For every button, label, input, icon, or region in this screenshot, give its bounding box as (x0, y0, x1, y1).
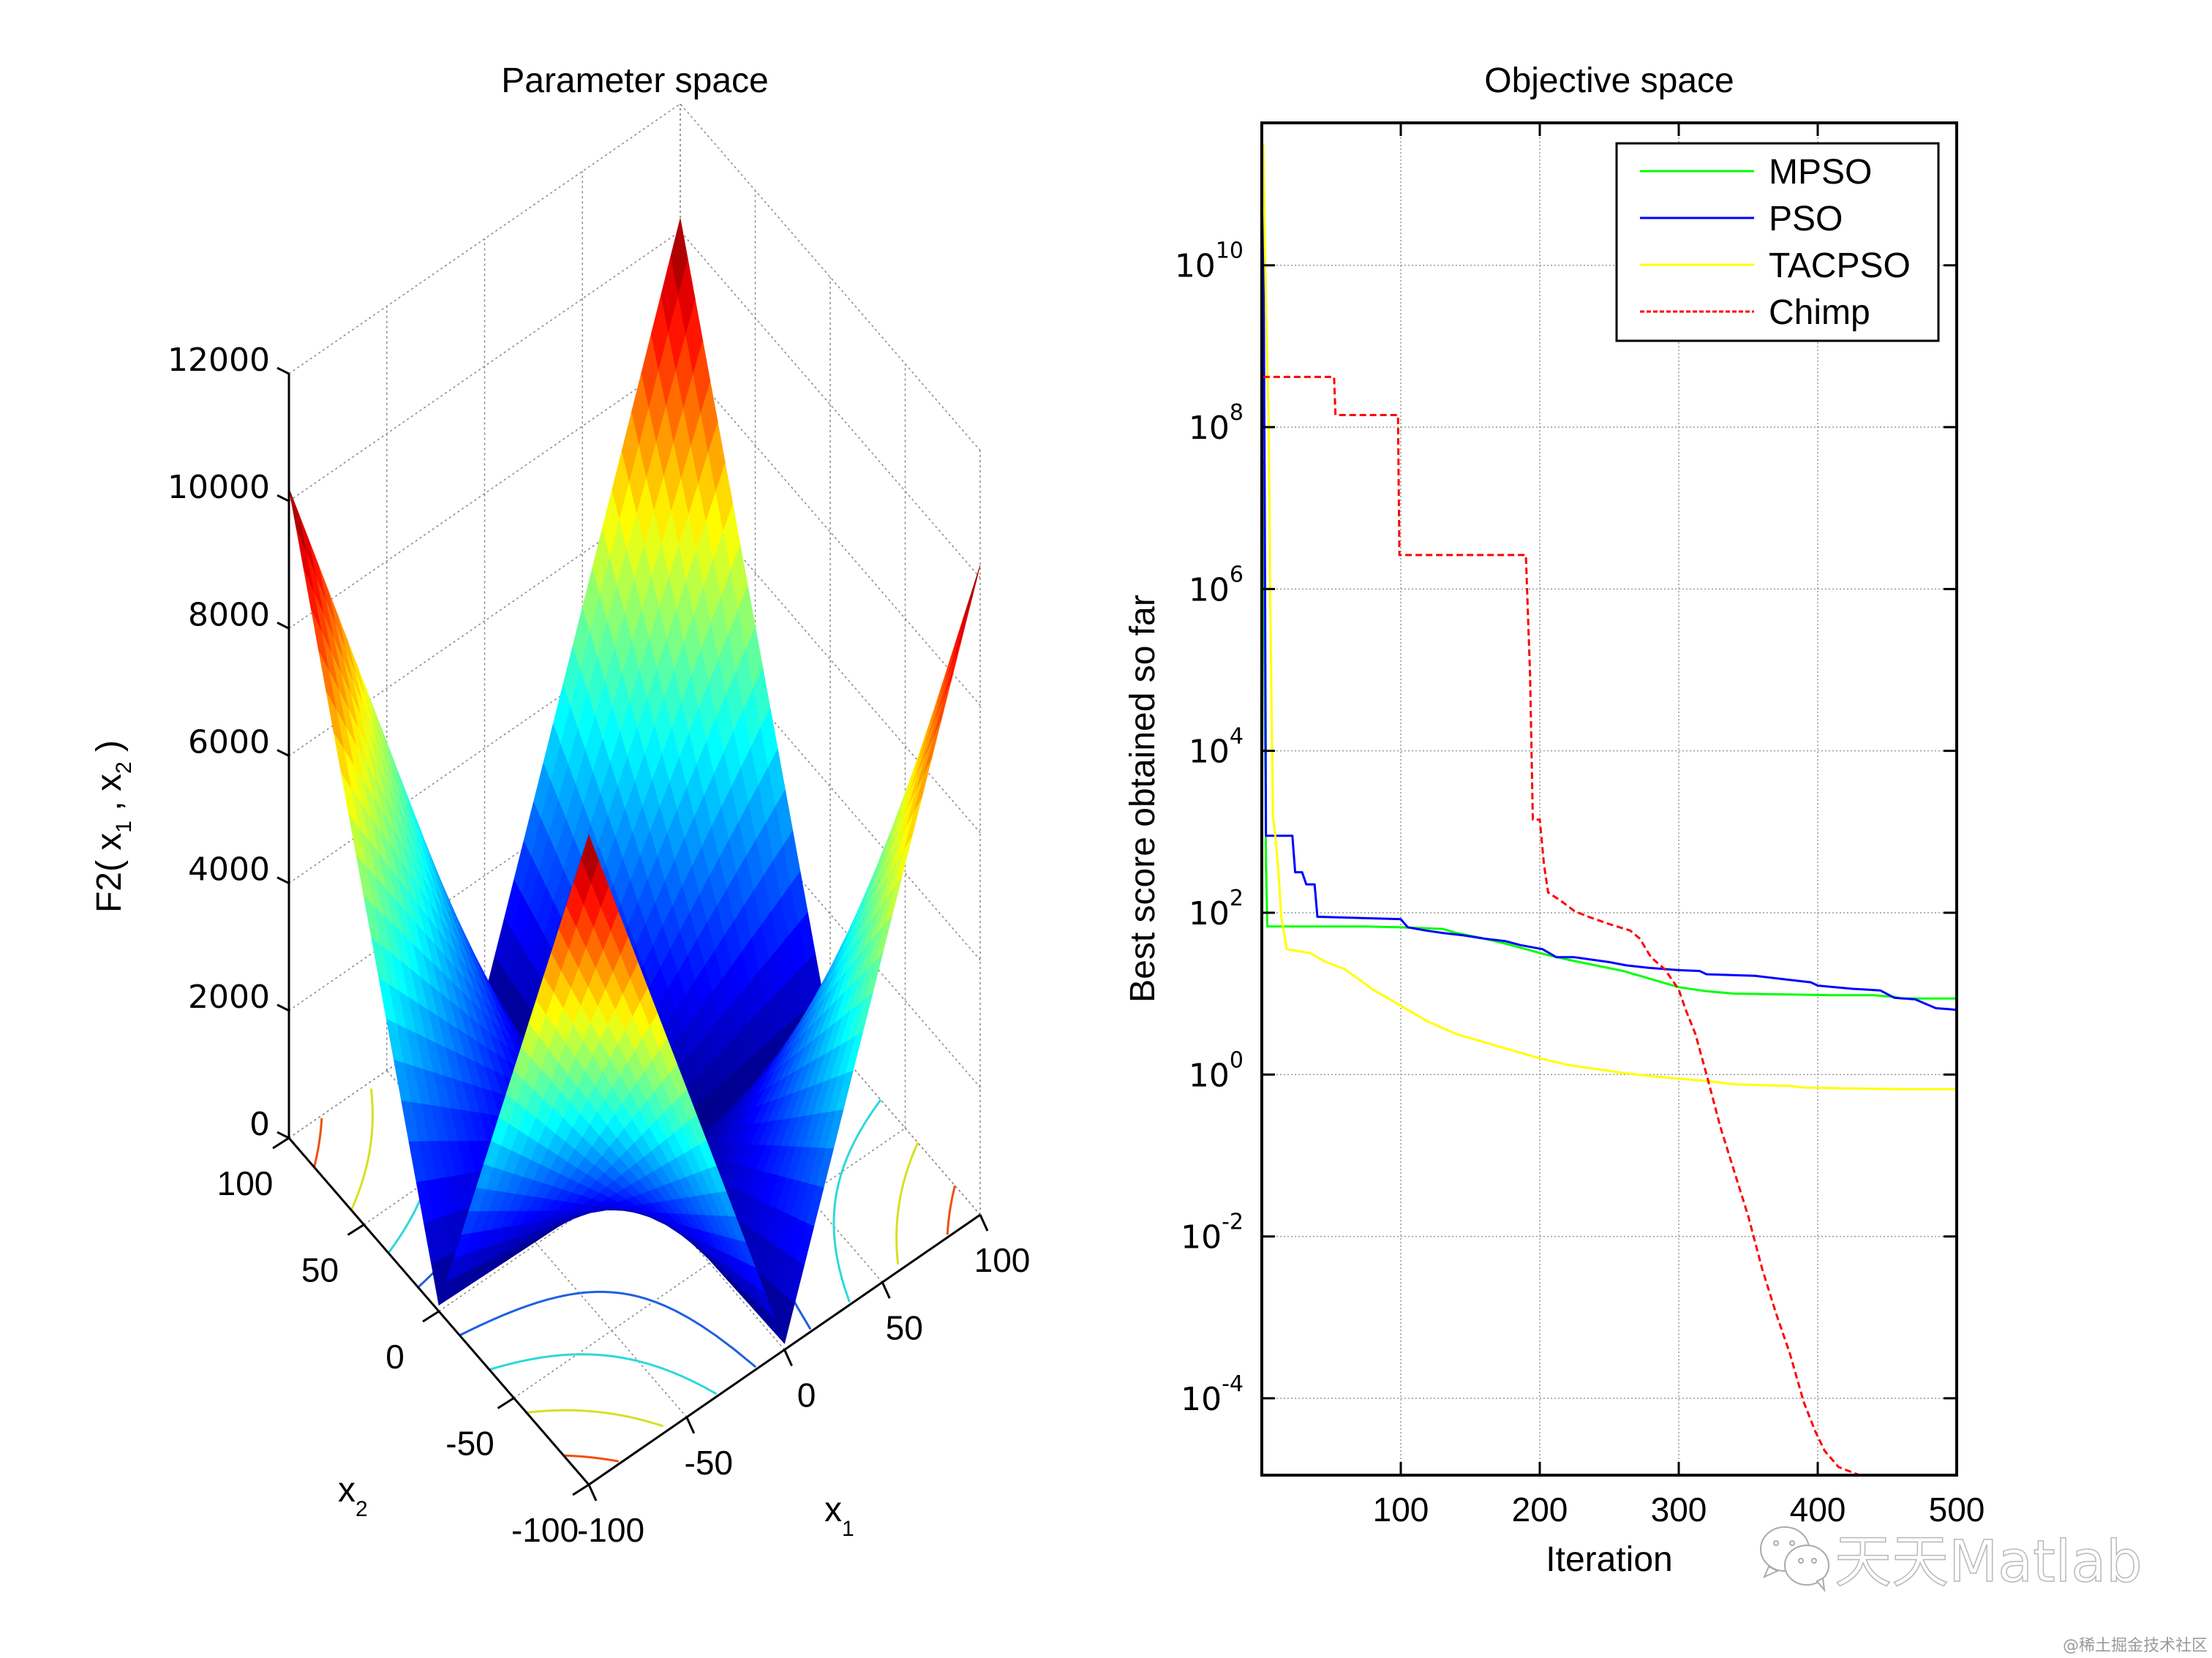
contour-line (946, 1185, 956, 1235)
x-tick-label: 500 (1929, 1491, 1985, 1529)
x1-tick (783, 1349, 793, 1367)
surface-mesh (288, 218, 981, 1344)
plot-frame (1260, 121, 1958, 1477)
x-tick-label: 300 (1651, 1491, 1707, 1529)
z-tick (276, 621, 290, 630)
x1-tick (685, 1417, 696, 1434)
x2-tick (497, 1397, 515, 1409)
z-tick (276, 494, 290, 502)
watermark: 天天Matlab @稀土掘金技术社区 (1760, 1526, 2208, 1655)
contour-line (526, 1409, 664, 1428)
x2-tick-label: 0 (385, 1338, 405, 1376)
z-tick-label: 6000 (188, 724, 270, 761)
y-tick-label: 108 (1189, 400, 1244, 447)
contour-line (895, 1142, 919, 1265)
surface-patch (936, 663, 954, 720)
x2-tick-labels: -100 -50 0 50 100 (217, 1164, 579, 1549)
x-tick-label: 400 (1790, 1491, 1846, 1529)
x2-axis-label: x2 (338, 1471, 368, 1521)
x-tick-label: 100 (1373, 1491, 1429, 1529)
x1-tick-label: 0 (797, 1376, 816, 1414)
legend-label-mpso: MPSO (1769, 153, 1872, 192)
z-tick (276, 1131, 290, 1139)
z-tick (276, 876, 290, 885)
surface-patch (963, 565, 981, 627)
x2-tick (422, 1310, 440, 1323)
z-tick-label: 12000 (168, 342, 270, 379)
legend: MPSO PSO TACPSO Chimp (1615, 142, 1940, 342)
x1-tick-label: -100 (577, 1511, 644, 1549)
x1-tick-labels: -100 -50 0 50 100 (577, 1241, 1030, 1549)
x2-tick-label: 50 (301, 1251, 339, 1289)
wechat-icon (1760, 1526, 1829, 1593)
x1-tick-label: -50 (685, 1444, 733, 1482)
x1-tick (587, 1484, 598, 1501)
y-tick-label: 100 (1189, 1047, 1244, 1094)
x-tick-labels: 100 200 300 400 500 (1373, 1491, 1985, 1529)
x2-tick-label: 100 (217, 1164, 274, 1202)
surface-patch (952, 603, 971, 664)
x1-axis-label: x1 (824, 1491, 854, 1541)
x2-tick-label: -50 (445, 1425, 494, 1463)
y-tick-labels: 1010 108 106 104 102 100 10-2 10-4 (1175, 238, 1244, 1418)
y-tick-label: 1010 (1175, 238, 1244, 285)
convergence-plot: Objective space 101010810610410210010-21… (1124, 61, 1985, 1579)
surface-patch (581, 834, 599, 883)
x1-tick-label: 50 (886, 1308, 923, 1346)
z-axis-label: F2( x1 , x2 ) (90, 740, 136, 913)
convergence-ticks (1262, 123, 1958, 1475)
contour-line (832, 1099, 882, 1303)
series-line-tacpso (1262, 143, 1957, 1090)
watermark-text: 天天Matlab (1835, 1529, 2143, 1595)
contour-line (563, 1454, 620, 1463)
x2-tick (572, 1483, 590, 1496)
y-tick-label: 106 (1189, 562, 1244, 608)
x2-tick-label: -100 (511, 1511, 579, 1549)
x1-tick (979, 1214, 989, 1232)
surface-patch (945, 625, 963, 684)
z-tick-label: 0 (249, 1106, 270, 1143)
y-tick-label: 102 (1189, 886, 1244, 932)
z-tick (276, 749, 290, 757)
z-tick-label: 8000 (188, 596, 270, 633)
series-line-chimp (1263, 375, 1860, 1477)
x2-tick (347, 1224, 365, 1236)
y-tick-label: 104 (1189, 724, 1244, 771)
grid-line (288, 103, 981, 451)
y-tick-label: 10-2 (1181, 1210, 1244, 1256)
convergence-title: Objective space (1484, 61, 1734, 100)
legend-label-pso: PSO (1769, 200, 1843, 238)
contour-line (313, 1118, 323, 1168)
surface-title: Parameter space (501, 61, 769, 100)
legend-label-chimp: Chimp (1769, 293, 1870, 332)
x-tick-label: 200 (1512, 1491, 1568, 1529)
surface-patch (288, 488, 306, 554)
z-tick-label: 2000 (188, 979, 270, 1016)
x2-tick (272, 1137, 290, 1150)
x-axis-label: Iteration (1546, 1540, 1672, 1579)
convergence-series (1262, 143, 1957, 1477)
contour-line (489, 1353, 718, 1395)
x1-tick (881, 1281, 891, 1299)
watermark-credit: @稀土掘金技术社区 (2063, 1637, 2208, 1655)
z-tick-label: 10000 (168, 469, 270, 506)
contour-line (459, 1290, 757, 1368)
z-tick-label: 4000 (188, 851, 270, 889)
surface-axes (272, 366, 989, 1501)
z-tick (276, 366, 290, 375)
contour-line (350, 1088, 374, 1211)
series-line-pso (1262, 184, 1957, 1011)
y-tick-label: 10-4 (1181, 1371, 1244, 1418)
y-axis-label: Best score obtained so far (1124, 595, 1162, 1003)
z-tick-labels: 0 2000 4000 6000 8000 10000 12000 (168, 342, 270, 1143)
surface-plot: Parameter space 020004000600080001000012… (90, 61, 1030, 1549)
x1-tick-label: 100 (974, 1241, 1031, 1279)
legend-label-tacpso: TACPSO (1769, 246, 1911, 285)
z-tick (276, 1003, 290, 1012)
legend-box (1615, 142, 1940, 342)
